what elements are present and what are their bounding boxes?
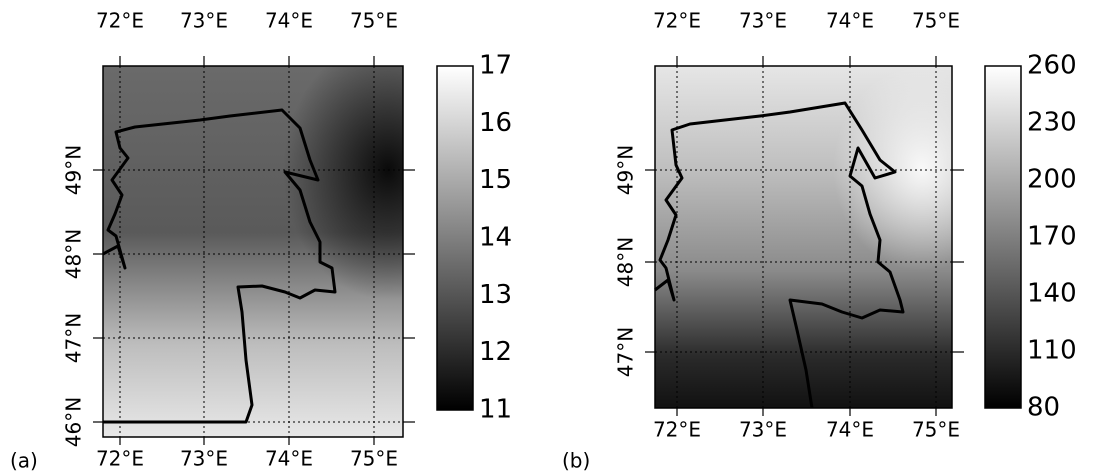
lon-label-bottom: 72°E	[653, 418, 701, 442]
lat-label: 47°N	[614, 327, 638, 377]
lon-label-top: 72°E	[96, 9, 144, 33]
colorbar-label: 260	[1027, 51, 1077, 81]
colorbar-label: 11	[479, 395, 512, 425]
lon-label-top: 72°E	[653, 9, 701, 33]
lon-label-bottom: 75°E	[912, 418, 960, 442]
lat-label: 47°N	[62, 313, 86, 363]
colorbar-label: 16	[479, 108, 512, 138]
lon-label-top: 74°E	[826, 9, 874, 33]
colorbar-label: 230	[1027, 108, 1077, 138]
lon-label-bottom: 73°E	[739, 418, 787, 442]
lon-label-bottom: 74°E	[265, 447, 313, 471]
lon-label-top: 74°E	[265, 9, 313, 33]
lat-label: 49°N	[614, 145, 638, 195]
panel-label: (a)	[10, 449, 38, 473]
colorbar-label: 80	[1027, 393, 1060, 423]
colorbar-label: 15	[479, 165, 512, 195]
lon-label-bottom: 75°E	[350, 447, 398, 471]
lon-label-top: 73°E	[180, 9, 228, 33]
colorbar-a	[436, 65, 474, 411]
lon-label-top: 75°E	[350, 9, 398, 33]
lat-label: 46°N	[62, 397, 86, 447]
colorbar-label: 13	[479, 280, 512, 310]
lat-label: 48°N	[62, 229, 86, 279]
lon-label-bottom: 72°E	[96, 447, 144, 471]
colorbar-b	[984, 65, 1022, 409]
lon-label-bottom: 73°E	[180, 447, 228, 471]
panel-label: (b)	[562, 449, 590, 473]
colorbar-label: 170	[1027, 222, 1077, 252]
panel-a-map	[102, 65, 404, 438]
lon-label-bottom: 74°E	[826, 418, 874, 442]
colorbar-label: 14	[479, 223, 512, 253]
lon-label-top: 75°E	[912, 9, 960, 33]
colorbar-label: 110	[1027, 336, 1077, 366]
lat-label: 49°N	[62, 145, 86, 195]
colorbar-label: 200	[1027, 165, 1077, 195]
colorbar-label: 140	[1027, 279, 1077, 309]
colorbar-label: 12	[479, 337, 512, 367]
lat-label: 48°N	[614, 237, 638, 287]
panel-b-map	[654, 65, 953, 409]
lon-label-top: 73°E	[739, 9, 787, 33]
colorbar-label: 17	[479, 51, 512, 81]
